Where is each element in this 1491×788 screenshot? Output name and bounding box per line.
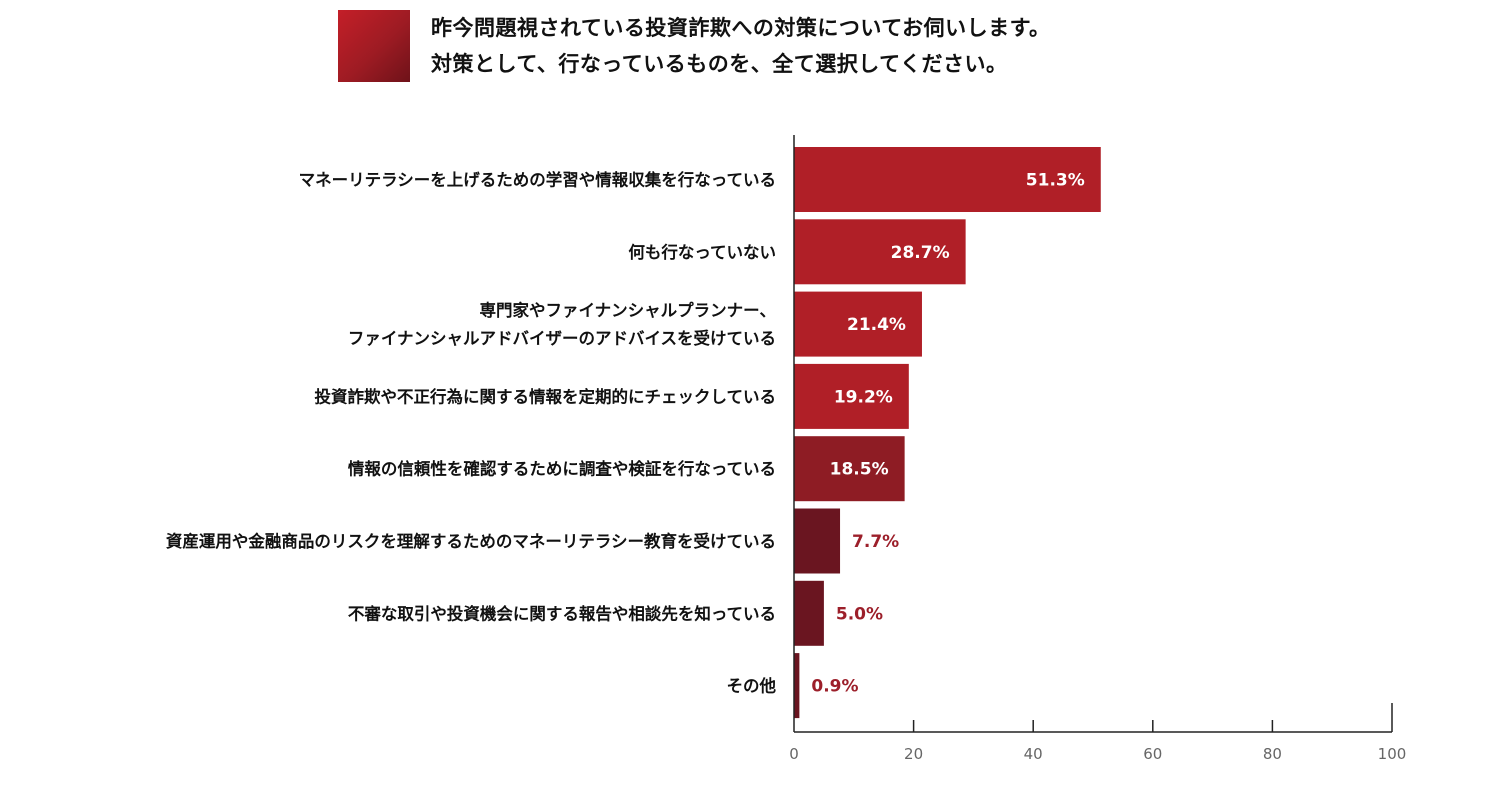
x-tick-label-0: 0 bbox=[789, 745, 799, 763]
bar-7 bbox=[794, 580, 824, 646]
x-tick-label-100: 100 bbox=[1378, 745, 1407, 763]
bar-2 bbox=[794, 219, 966, 285]
value-label-7: 5.0% bbox=[836, 604, 883, 624]
category-label-6: 資産運用や金融商品のリスクを理解するためのマネーリテラシー教育を受けている bbox=[166, 531, 776, 551]
category-label-2: 何も行なっていない bbox=[628, 242, 776, 262]
bar-8 bbox=[794, 653, 800, 719]
category-label-5: 情報の信頼性を確認するために調査や検証を行なっている bbox=[348, 459, 776, 479]
category-label-1: マネーリテラシーを上げるための学習や情報収集を行なっている bbox=[299, 170, 776, 190]
value-label-5: 18.5% bbox=[830, 460, 889, 480]
bar-6 bbox=[794, 508, 841, 574]
value-label-4: 19.2% bbox=[834, 387, 893, 407]
value-label-6: 7.7% bbox=[852, 532, 899, 552]
x-tick-label-60: 60 bbox=[1143, 745, 1162, 763]
bar-3 bbox=[794, 291, 922, 357]
x-tick-label-80: 80 bbox=[1263, 745, 1282, 763]
value-label-3: 21.4% bbox=[847, 315, 906, 335]
question-text: 昨今問題視されている投資詐欺への対策についてお伺いします。 対策として、行なって… bbox=[431, 10, 1051, 82]
category-label-7: 不審な取引や投資機会に関する報告や相談先を知っている bbox=[348, 603, 776, 623]
category-label-8: その他 bbox=[727, 676, 777, 696]
category-label-3-line-2: ファイナンシャルアドバイザーのアドバイスを受けている bbox=[348, 328, 776, 348]
question-line-1: 昨今問題視されている投資詐欺への対策についてお伺いします。 bbox=[431, 16, 1051, 40]
bar-1 bbox=[794, 147, 1101, 212]
header-accent-square bbox=[338, 10, 410, 82]
value-label-2: 28.7% bbox=[891, 243, 950, 263]
x-tick-label-40: 40 bbox=[1024, 745, 1043, 763]
bar-5 bbox=[794, 436, 905, 502]
x-tick-label-20: 20 bbox=[904, 745, 923, 763]
bar-4 bbox=[794, 363, 909, 429]
question-line-2: 対策として、行なっているものを、全て選択してください。 bbox=[431, 52, 1008, 76]
category-label-4: 投資詐欺や不正行為に関する情報を定期的にチェックしている bbox=[314, 386, 776, 406]
value-label-1: 51.3% bbox=[1026, 171, 1085, 191]
value-label-8: 0.9% bbox=[811, 677, 858, 697]
category-label-3-line-1: 専門家やファイナンシャルプランナー、 bbox=[479, 300, 776, 320]
